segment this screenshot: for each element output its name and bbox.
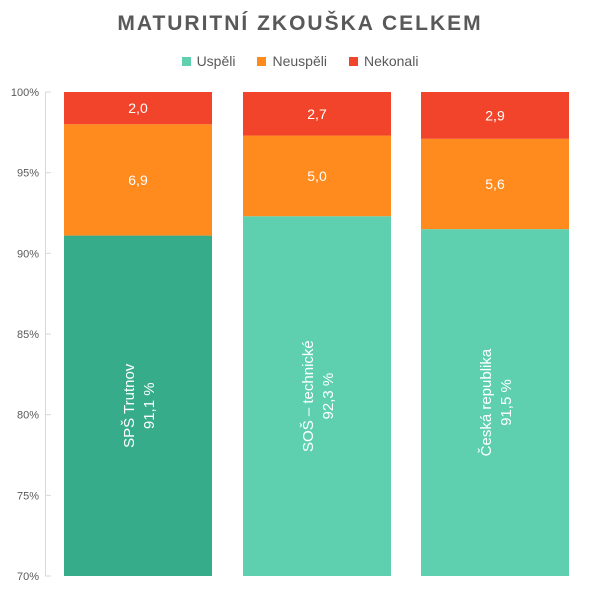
legend-item-uspeli: Uspěli (181, 53, 236, 69)
y-tick-label: 80% (17, 410, 39, 422)
category-label: Česká republika (478, 348, 495, 456)
legend-label-neuspeli: Neuspěli (272, 53, 327, 69)
bar-segment (64, 92, 212, 125)
y-tick-label: 100% (11, 87, 39, 99)
bar-segment (421, 229, 569, 576)
legend-swatch-uspeli (181, 56, 191, 66)
data-label: 92,3 % (320, 373, 337, 420)
data-label: 6,9 (128, 172, 148, 188)
y-tick-label: 70% (17, 571, 39, 583)
chart-legend: Uspěli Neuspěli Nekonali (0, 53, 600, 69)
bar-segment (243, 135, 391, 217)
y-tick-label: 95% (17, 168, 39, 180)
data-label: 5,6 (485, 176, 505, 192)
bar-segment (64, 124, 212, 236)
chart-title: MATURITNÍ ZKOUŠKA CELKEM (117, 12, 483, 35)
y-tick-label: 85% (17, 329, 39, 341)
legend-label-uspeli: Uspěli (196, 53, 236, 69)
data-label: 5,0 (307, 168, 327, 184)
data-label: 2,0 (128, 100, 148, 116)
y-tick-label: 90% (17, 248, 39, 260)
legend-swatch-neuspeli (257, 56, 267, 66)
bar-segment (421, 138, 569, 230)
bar-segment (64, 235, 212, 576)
bar-segment (243, 92, 391, 136)
bar-inner-label: Česká republika 91,5 % (478, 348, 515, 456)
data-label: 2,9 (485, 107, 505, 123)
legend-item-nekonali: Nekonali (348, 53, 419, 69)
category-label: SOŠ – technické (300, 340, 317, 452)
bar-inner-label: SPŠ Trutnov 91,1 % (121, 363, 158, 448)
y-tick-label: 75% (17, 490, 39, 502)
data-label: 91,5 % (498, 379, 515, 426)
data-label: 91,1 % (141, 382, 158, 429)
bar-inner-label: SOŠ – technické 92,3 % (300, 340, 337, 452)
bar-segment (243, 216, 391, 576)
legend-item-neuspeli: Neuspěli (257, 53, 327, 69)
category-label: SPŠ Trutnov (121, 363, 138, 448)
legend-label-nekonali: Nekonali (363, 53, 419, 69)
legend-swatch-nekonali (348, 56, 358, 66)
data-label: 2,7 (307, 106, 327, 122)
bar-segment (421, 92, 569, 139)
